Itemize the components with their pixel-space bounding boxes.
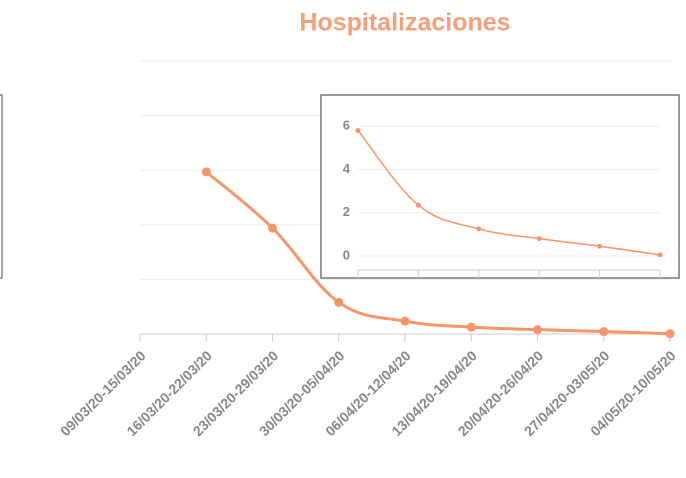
data-point <box>665 329 675 339</box>
data-point <box>466 322 476 332</box>
data-point <box>355 128 361 134</box>
data-point <box>597 243 603 249</box>
y-tick-label: 2 <box>343 204 350 219</box>
side-panel <box>0 94 3 279</box>
y-tick-label: 4 <box>343 161 351 176</box>
data-point <box>268 223 277 233</box>
inset-plot: 0 2 4 6 <box>343 118 663 278</box>
data-point <box>201 167 211 177</box>
data-point <box>599 327 609 337</box>
data-point <box>400 316 410 326</box>
data-point <box>415 202 421 208</box>
data-point <box>536 236 542 242</box>
data-point <box>657 252 663 258</box>
inset-frame <box>320 94 680 279</box>
data-point <box>476 226 482 232</box>
chart-title: Hospitalizaciones <box>299 9 510 37</box>
y-tick-label: 0 <box>343 247 350 262</box>
data-point <box>334 297 344 307</box>
y-tick-label: 6 <box>343 118 350 133</box>
data-point <box>533 325 542 335</box>
